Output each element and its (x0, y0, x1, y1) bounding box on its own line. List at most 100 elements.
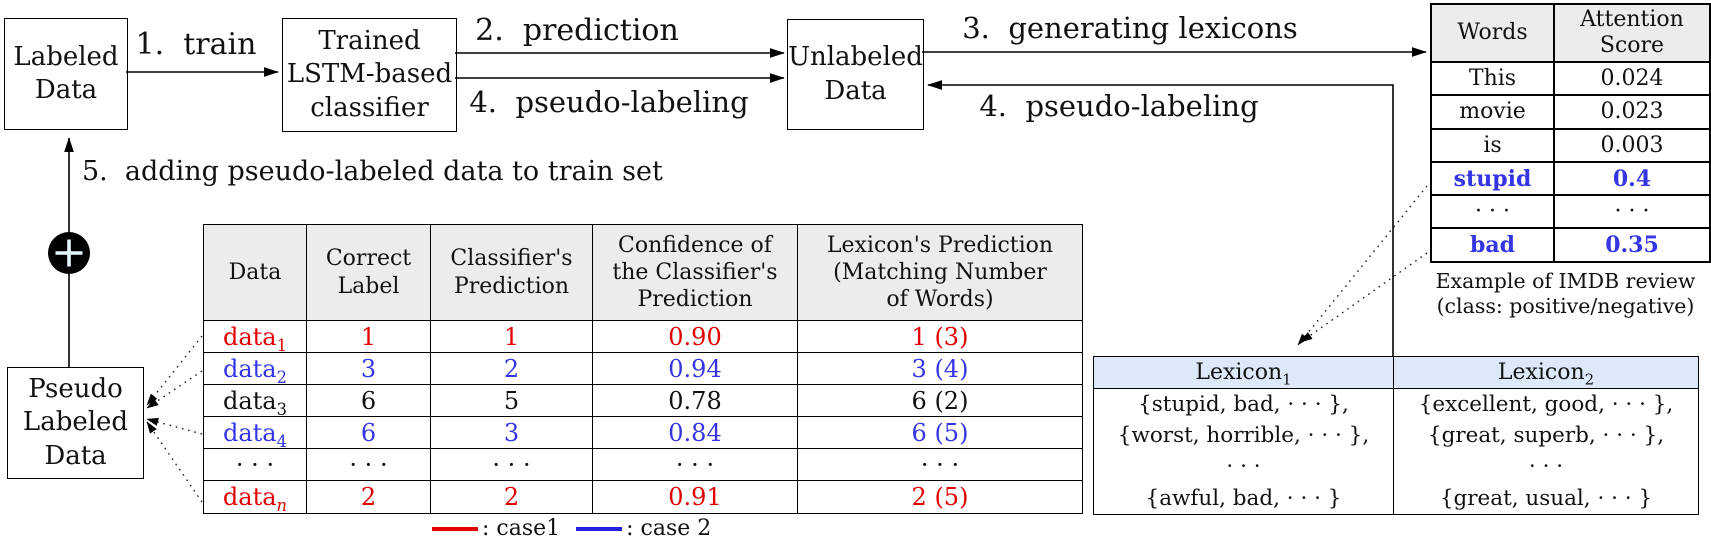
col-header-words: Words (1430, 3, 1555, 63)
lexicon-header-cell: Lexicon2 (1393, 356, 1699, 389)
lexicon1-cell: {stupid, bad, · · · }, {worst, horrible,… (1093, 388, 1394, 515)
label-step3-generating-lexicons: 3. generating lexicons (962, 11, 1298, 45)
col-header-confidence: Confidence of the Classifier's Predictio… (592, 224, 798, 321)
case1-line-icon (432, 526, 478, 531)
table-cell: 2 (430, 352, 593, 386)
table-cell: 0.84 (592, 416, 798, 450)
pseudo-table-body: data1 1 1 0.90 1 (3) data2 3 2 0.94 3 (4) data3 6 5 0… (203, 319, 1083, 514)
table-cell: is (1430, 127, 1555, 163)
legend-case1-label: : case1 (482, 516, 561, 541)
table-header-row: Lexicon1 Lexicon2 (1093, 356, 1699, 389)
table-cell: 0.91 (592, 480, 798, 514)
table-cell: 0.003 (1553, 127, 1711, 163)
pseudo-labeled-data-box: Pseudo Labeled Data (7, 367, 144, 479)
pseudo-label-table: Data Correct Label Classifier's Predicti… (203, 224, 1083, 514)
attention-table: Words Attention Score This 0.024 movie 0.02… (1430, 3, 1711, 263)
table-cell: This (1430, 60, 1555, 97)
table-row: data4 6 3 0.84 6 (5) (203, 416, 1083, 450)
table-cell: movie (1430, 94, 1555, 130)
table-cell: data4 (203, 416, 307, 450)
table-cell: 6 (306, 384, 431, 418)
table-cell: 3 (306, 352, 431, 386)
dotted-link-row1-to-pseudo-box (146, 335, 203, 406)
dotted-link-stupid-to-lexicon (1297, 185, 1428, 346)
table-cell: · · · (203, 448, 307, 482)
table-cell: 0.024 (1553, 60, 1711, 97)
dotted-link-rown-to-pseudo-box (146, 421, 203, 503)
labeled-data-box: Labeled Data (4, 18, 128, 130)
lexicon2-cell: {excellent, good, · · · }, {great, super… (1393, 388, 1699, 515)
table-cell: 0.78 (592, 384, 798, 418)
table-row: movie 0.023 (1430, 94, 1711, 130)
table-cell: 1 (3) (797, 319, 1083, 354)
table-row: stupid 0.4 (1430, 160, 1711, 197)
legend-case2: : case 2 (576, 516, 711, 541)
table-cell: 5 (430, 384, 593, 418)
label-step4-pseudo-labeling-left: 4. pseudo-labeling (469, 85, 749, 119)
table-row: datan 2 2 0.91 2 (5) (203, 480, 1083, 514)
table-cell: 1 (306, 319, 431, 354)
table-cell: 3 (4) (797, 352, 1083, 386)
table-cell: data1 (203, 319, 307, 354)
dotted-link-bad-to-lexicon (1300, 252, 1428, 343)
table-cell: · · · (306, 448, 431, 482)
unlabeled-data-box: Unlabeled Data (787, 19, 924, 130)
table-cell: · · · (797, 448, 1083, 482)
table-row: {stupid, bad, · · · }, {worst, horrible,… (1093, 388, 1699, 515)
label-step4-pseudo-labeling-right: 4. pseudo-labeling (979, 89, 1259, 123)
table-cell: 0.90 (592, 319, 798, 354)
table-cell: · · · (592, 448, 798, 482)
col-header-classifier-prediction: Classifier's Prediction (430, 224, 593, 321)
table-cell: 2 (430, 480, 593, 514)
table-cell: data2 (203, 352, 307, 386)
label-step2-prediction: 2. prediction (475, 13, 679, 48)
table-cell: · · · (1553, 194, 1711, 230)
table-cell: stupid (1430, 160, 1555, 197)
label-step5-adding: 5. adding pseudo-labeled data to train s… (82, 156, 663, 187)
table-cell: 3 (430, 416, 593, 450)
table-cell: 2 (5) (797, 480, 1083, 514)
attention-table-caption: Example of IMDB review (class: positive/… (1435, 269, 1696, 318)
table-row: data3 6 5 0.78 6 (2) (203, 384, 1083, 418)
table-cell: bad (1430, 227, 1555, 263)
table-cell: 6 (2) (797, 384, 1083, 418)
table-cell: 6 (306, 416, 431, 450)
table-header-row: Words Attention Score (1430, 3, 1711, 63)
dotted-link-row2-to-pseudo-box (146, 370, 203, 409)
label-step1-train: 1. train (135, 27, 257, 62)
legend: : case1 : case 2 (432, 516, 711, 541)
dotted-link-row4-to-pseudo-box (146, 418, 203, 435)
table-row: This 0.024 (1430, 60, 1711, 97)
table-row: data2 3 2 0.94 3 (4) (203, 352, 1083, 386)
case2-line-icon (576, 526, 623, 531)
col-header-data: Data (203, 224, 307, 321)
col-header-lexicon-prediction: Lexicon's Prediction (Matching Number of… (797, 224, 1083, 321)
table-cell: 0.94 (592, 352, 798, 386)
circled-plus-icon (48, 232, 90, 274)
table-cell: 6 (5) (797, 416, 1083, 450)
table-cell: data3 (203, 384, 307, 418)
table-cell: 2 (306, 480, 431, 514)
lexicon-header-cell: Lexicon1 (1093, 356, 1394, 389)
table-row: is 0.003 (1430, 127, 1711, 163)
classifier-box: Trained LSTM-based classifier (282, 18, 457, 132)
table-row: data1 1 1 0.90 1 (3) (203, 319, 1083, 354)
table-cell: · · · (430, 448, 593, 482)
attention-table-body: This 0.024 movie 0.023 is 0.003 stupid 0.4 · · ·… (1430, 60, 1711, 263)
col-header-attention-score: Attention Score (1553, 3, 1711, 63)
table-cell: datan (203, 480, 307, 514)
table-cell: 0.4 (1553, 160, 1711, 197)
table-cell: 1 (430, 319, 593, 354)
table-header-row: Data Correct Label Classifier's Predicti… (203, 224, 1083, 321)
table-row: bad 0.35 (1430, 227, 1711, 263)
table-row: · · · · · · · · · · · · · · · (203, 448, 1083, 482)
table-cell: · · · (1430, 194, 1555, 230)
col-header-correct-label: Correct Label (306, 224, 431, 321)
legend-case2-label: : case 2 (626, 516, 712, 541)
table-cell: 0.35 (1553, 227, 1711, 263)
table-cell: 0.023 (1553, 94, 1711, 130)
legend-case1: : case1 (432, 516, 560, 541)
lexicon-table: Lexicon1 Lexicon2 {stupid, bad, · · · },… (1093, 356, 1699, 515)
table-row: · · · · · · (1430, 194, 1711, 230)
